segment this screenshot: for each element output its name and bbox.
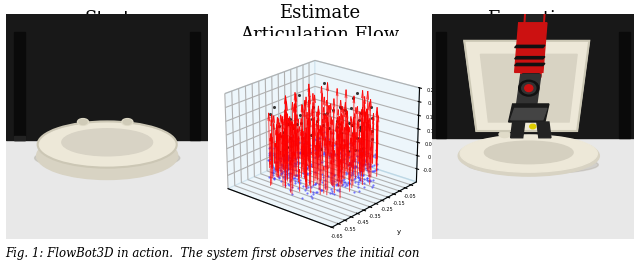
Ellipse shape: [525, 85, 533, 92]
Ellipse shape: [499, 131, 510, 138]
Polygon shape: [515, 45, 545, 48]
Polygon shape: [6, 14, 208, 140]
Polygon shape: [515, 57, 545, 59]
Polygon shape: [511, 108, 547, 120]
Polygon shape: [516, 75, 541, 104]
Ellipse shape: [522, 82, 536, 94]
Ellipse shape: [460, 135, 597, 172]
Y-axis label: y: y: [397, 229, 401, 235]
Ellipse shape: [467, 156, 598, 174]
Polygon shape: [620, 32, 630, 138]
Ellipse shape: [77, 119, 88, 125]
Polygon shape: [15, 32, 24, 140]
Polygon shape: [481, 54, 577, 122]
Ellipse shape: [484, 141, 573, 164]
Polygon shape: [464, 41, 589, 131]
Ellipse shape: [79, 120, 87, 125]
Polygon shape: [537, 122, 551, 138]
Polygon shape: [509, 104, 549, 122]
Polygon shape: [515, 63, 545, 66]
Polygon shape: [15, 136, 24, 140]
Text: Fig. 1: FlowBot3D in action.  The system first observes the initial con: Fig. 1: FlowBot3D in action. The system …: [5, 247, 420, 260]
Ellipse shape: [35, 147, 180, 169]
Polygon shape: [6, 140, 208, 239]
Text: Execution: Execution: [488, 10, 579, 28]
Polygon shape: [515, 23, 547, 72]
Polygon shape: [511, 122, 525, 138]
Text: Estimate
Articulation Flow: Estimate Articulation Flow: [241, 4, 399, 44]
Ellipse shape: [38, 122, 176, 167]
Polygon shape: [521, 14, 545, 77]
Ellipse shape: [122, 119, 133, 125]
Polygon shape: [523, 14, 543, 77]
Polygon shape: [432, 138, 634, 239]
Ellipse shape: [458, 136, 599, 176]
Ellipse shape: [518, 80, 539, 96]
Ellipse shape: [62, 129, 152, 156]
Polygon shape: [432, 14, 634, 138]
Text: Start: Start: [84, 10, 131, 28]
Ellipse shape: [36, 132, 178, 180]
Ellipse shape: [124, 120, 131, 125]
Ellipse shape: [540, 131, 550, 138]
Polygon shape: [436, 32, 446, 138]
Polygon shape: [190, 32, 200, 140]
Ellipse shape: [530, 124, 536, 129]
